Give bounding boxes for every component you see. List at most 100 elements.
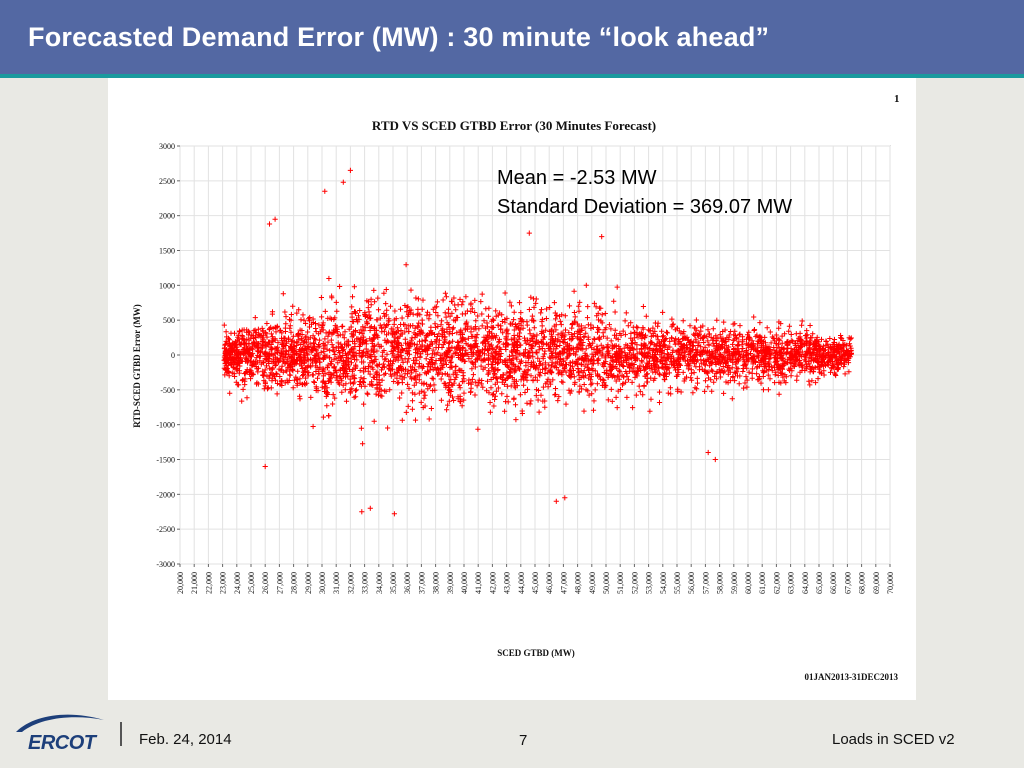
scatter-point [552,391,559,397]
scatter-point [696,340,702,346]
scatter-point [335,360,341,366]
scatter-point [835,365,841,371]
scatter-point [592,387,598,393]
scatter-point [454,372,460,378]
scatter-point [558,330,564,336]
scatter-point [473,326,479,332]
scatter-point [342,329,348,335]
scatter-point [286,317,293,323]
scatter-point [613,335,619,341]
scatter-point [408,307,414,313]
scatter-point [277,328,283,334]
scatter-point [407,341,414,347]
scatter-point [257,358,263,364]
scatter-point [729,396,735,402]
scatter-point [502,290,508,296]
scatter-point [235,350,242,356]
scatter-point [557,342,563,349]
scatter-point [749,366,755,372]
scatter-point [416,346,422,352]
x-tick-label: 28,000 [290,572,299,594]
scatter-point [261,360,267,366]
scatter-point [367,327,373,334]
scatter-point [562,365,568,371]
scatter-point [511,327,517,333]
scatter-point [288,364,294,370]
scatter-point [582,325,588,331]
scatter-point [488,342,494,348]
scatter-point [423,356,429,362]
x-tick-label: 29,000 [304,572,313,594]
scatter-point [249,372,255,378]
scatter-point [447,340,453,346]
scatter-point [460,299,466,305]
scatter-point [702,378,709,384]
scatter-point [327,355,333,361]
scatter-point [390,351,396,357]
scatter-point [573,360,579,367]
scatter-point [601,344,607,351]
scatter-point [648,365,654,371]
scatter-point [246,341,252,347]
scatter-point [297,376,303,382]
scatter-point [509,366,515,372]
scatter-point [384,351,390,357]
scatter-point [257,332,263,338]
scatter-point [695,342,701,349]
scatter-point [566,303,573,309]
scatter-point [522,389,528,396]
scatter-point [264,334,270,340]
scatter-point [556,313,563,319]
scatter-point [459,367,465,374]
scatter-point [490,346,496,352]
scatter-point [691,325,697,331]
scatter-point [313,337,319,343]
scatter-point [639,359,645,365]
scatter-point [323,393,329,399]
scatter-point [595,325,601,331]
scatter-point [279,363,285,369]
scatter-point [423,346,429,352]
scatter-point [549,338,555,344]
scatter-point [789,368,795,374]
scatter-point [654,347,660,353]
scatter-point [458,356,464,362]
scatter-point [653,363,659,369]
scatter-point [349,311,355,317]
scatter-point [439,318,445,324]
scatter-point [511,317,517,323]
scatter-point [499,312,505,318]
scatter-point [409,406,415,412]
scatter-point [283,314,289,320]
scatter-point [275,340,281,346]
scatter-point [490,392,496,398]
scatter-point [470,372,476,378]
scatter-point [532,341,539,347]
scatter-point [306,318,313,324]
scatter-point [451,295,457,301]
scatter-point [528,398,534,404]
scatter-point [537,358,543,364]
x-tick-label: 59,000 [730,572,739,594]
scatter-point [722,350,728,356]
scatter-point [718,374,724,380]
scatter-point [588,377,594,383]
scatter-point [610,344,616,350]
mean-annotation: Mean = -2.53 MW [497,167,657,189]
x-tick-label: 63,000 [787,572,796,594]
scatter-point [810,341,816,347]
scatter-point [412,366,418,373]
scatter-point [830,362,836,368]
scatter-point [709,388,715,394]
scatter-point [636,383,642,389]
scatter-point [429,354,435,360]
scatter-point [373,391,379,397]
x-tick-label: 38,000 [432,572,441,594]
scatter-point [253,330,259,336]
scatter-point [654,341,660,347]
scatter-point [581,374,587,380]
scatter-point [751,314,757,320]
scatter-point [399,315,405,321]
scatter-point [275,357,281,363]
scatter-point [569,332,575,338]
